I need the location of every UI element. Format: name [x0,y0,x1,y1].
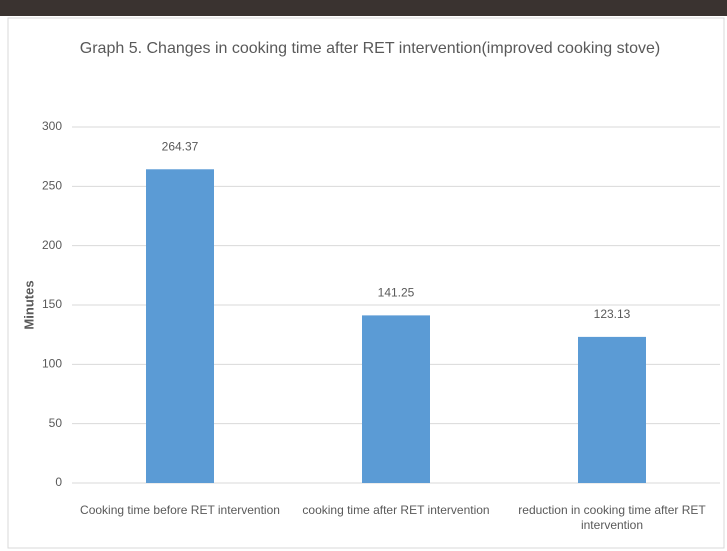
data-label: 141.25 [378,286,415,300]
top-bar [0,0,727,16]
data-label: 264.37 [162,139,199,153]
bar [578,336,646,483]
bar [146,169,214,483]
x-tick-label: reduction in cooking time after RET inte… [518,503,706,532]
y-tick-label: 50 [49,416,63,430]
y-axis-label: Minutes [21,280,36,329]
y-tick-label: 250 [42,179,62,193]
y-tick-label: 300 [42,119,62,133]
y-tick-label: 0 [55,475,62,489]
bar [362,315,430,483]
x-tick-label: Cooking time before RET intervention [80,503,280,517]
y-tick-label: 150 [42,297,62,311]
x-tick-label: cooking time after RET intervention [302,503,490,517]
chart-title: Graph 5. Changes in cooking time after R… [79,40,661,57]
y-tick-label: 100 [42,357,62,371]
y-tick-label: 200 [42,238,62,252]
data-label: 123.13 [594,307,631,321]
